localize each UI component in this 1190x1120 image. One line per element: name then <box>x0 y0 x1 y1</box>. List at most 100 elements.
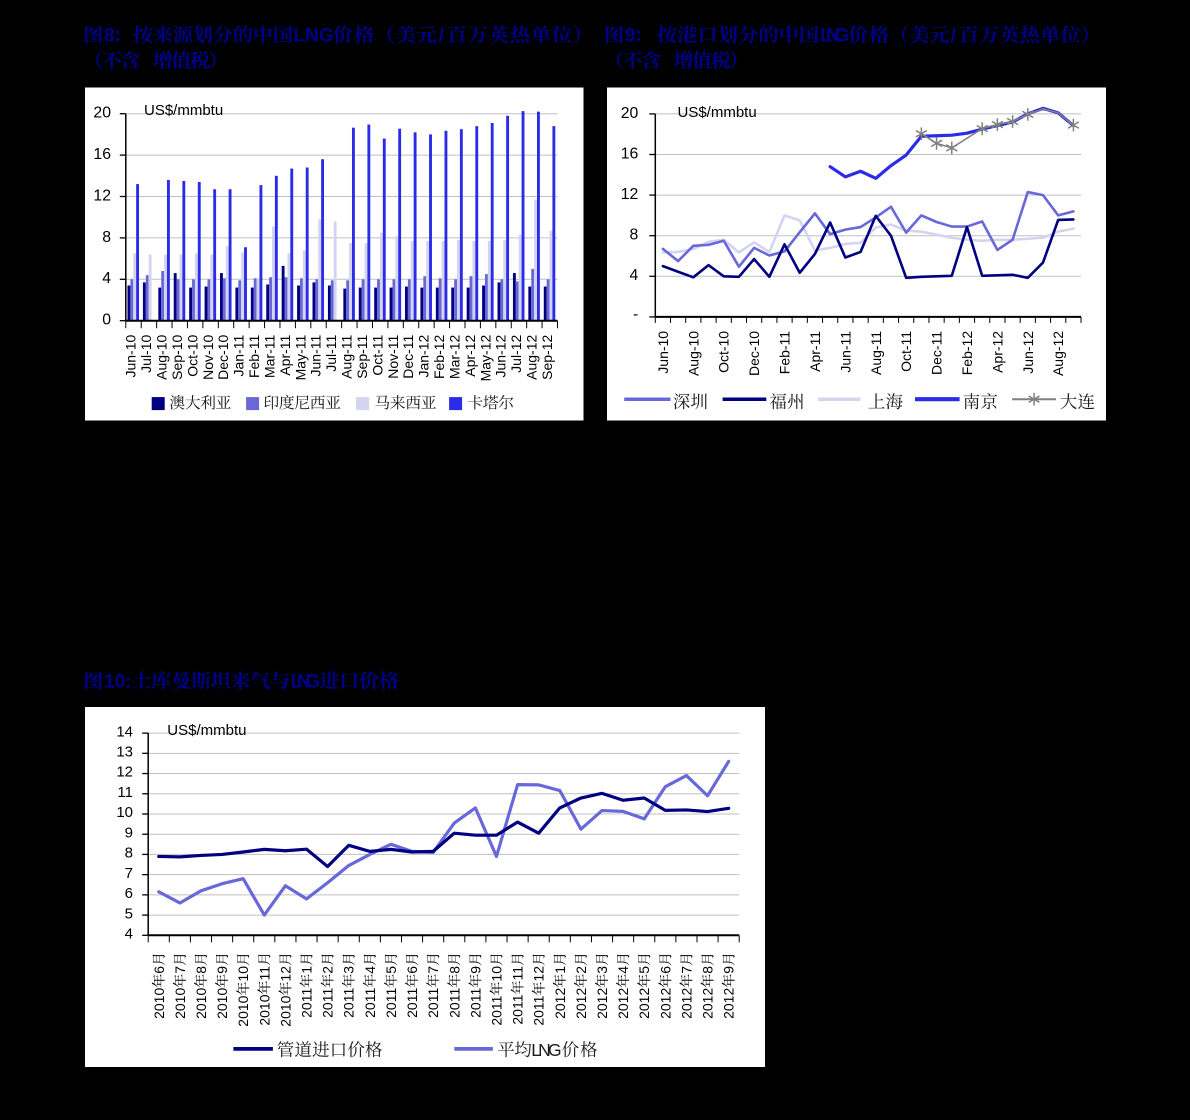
svg-text:Aug-12: Aug-12 <box>524 334 540 379</box>
svg-text:12: 12 <box>621 186 639 203</box>
svg-text:Jan-12: Jan-12 <box>416 334 432 377</box>
svg-text:6: 6 <box>151 966 167 974</box>
svg-text:10: 10 <box>235 966 251 982</box>
svg-text:May-12: May-12 <box>477 334 493 381</box>
svg-text:Nov-10: Nov-10 <box>200 334 216 379</box>
svg-text:9: 9 <box>214 966 230 974</box>
svg-text:Aug-12: Aug-12 <box>1050 331 1066 376</box>
svg-text:20: 20 <box>93 105 111 122</box>
svg-text:1: 1 <box>552 966 568 974</box>
svg-text:Feb-12: Feb-12 <box>431 334 447 379</box>
svg-text:0: 0 <box>102 312 111 329</box>
svg-text:2010: 2010 <box>214 988 230 1019</box>
svg-text:2: 2 <box>573 966 589 974</box>
svg-text:Oct-10: Oct-10 <box>184 334 200 376</box>
svg-text:Dec-10: Dec-10 <box>746 331 762 376</box>
svg-text:2012: 2012 <box>636 988 652 1019</box>
svg-text:6: 6 <box>657 966 673 974</box>
svg-text:2012: 2012 <box>573 988 589 1019</box>
svg-text:7: 7 <box>678 966 694 974</box>
svg-text:2012: 2012 <box>552 988 568 1019</box>
svg-text:2010: 2010 <box>256 994 272 1025</box>
svg-text:2012: 2012 <box>657 988 673 1019</box>
svg-text:US$/mmbtu: US$/mmbtu <box>167 722 246 739</box>
svg-text:2011: 2011 <box>488 995 504 1025</box>
svg-text:Jul-12: Jul-12 <box>508 334 524 372</box>
svg-text:Oct-11: Oct-11 <box>898 331 914 372</box>
svg-text:3: 3 <box>341 966 357 974</box>
svg-text:-: - <box>633 306 638 323</box>
svg-text:8: 8 <box>193 966 209 974</box>
svg-text:8: 8 <box>102 229 111 246</box>
svg-text:14: 14 <box>116 723 133 740</box>
svg-text:2011: 2011 <box>320 988 336 1018</box>
svg-text:6: 6 <box>125 885 133 902</box>
svg-text:Jun-11: Jun-11 <box>308 334 324 376</box>
svg-text:May-11: May-11 <box>292 334 308 380</box>
svg-text:8: 8 <box>700 966 716 974</box>
svg-text:Mar-12: Mar-12 <box>446 335 462 380</box>
svg-text:2011: 2011 <box>446 988 462 1018</box>
svg-text:2011: 2011 <box>341 988 357 1018</box>
svg-text:Oct-10: Oct-10 <box>716 331 732 373</box>
svg-text:2010: 2010 <box>151 988 167 1019</box>
svg-text:2: 2 <box>320 966 336 974</box>
svg-text:/: / <box>951 26 957 47</box>
svg-text:11: 11 <box>117 784 133 801</box>
svg-text:4: 4 <box>102 270 111 287</box>
svg-text:12: 12 <box>531 966 547 982</box>
svg-text:2010: 2010 <box>172 988 188 1019</box>
svg-text:20: 20 <box>621 105 639 122</box>
svg-text:Apr-12: Apr-12 <box>462 334 478 376</box>
svg-text:LNG: LNG <box>820 26 849 47</box>
svg-text:Jan-11: Jan-11 <box>231 334 247 376</box>
svg-text:2011: 2011 <box>362 988 378 1018</box>
svg-text:16: 16 <box>93 146 111 163</box>
svg-text:Apr-11: Apr-11 <box>807 331 823 372</box>
svg-text:16: 16 <box>621 145 639 162</box>
svg-text:13: 13 <box>116 744 133 761</box>
svg-text:10: 10 <box>488 966 504 982</box>
svg-text:1: 1 <box>299 966 315 974</box>
svg-text:2011: 2011 <box>425 988 441 1018</box>
svg-text:US$/mmbtu: US$/mmbtu <box>678 104 757 121</box>
svg-text:Feb-12: Feb-12 <box>959 331 975 376</box>
svg-text:2012: 2012 <box>594 988 610 1019</box>
svg-text:LNG: LNG <box>531 1040 561 1060</box>
svg-text:2011: 2011 <box>510 994 526 1024</box>
svg-text:LNG: LNG <box>294 26 334 47</box>
svg-text:10: 10 <box>116 804 133 821</box>
svg-text:Apr-12: Apr-12 <box>989 331 1005 373</box>
svg-text:/: / <box>439 26 445 47</box>
svg-text:Mar-11: Mar-11 <box>261 334 277 378</box>
svg-text:5: 5 <box>383 966 399 974</box>
svg-text:12: 12 <box>116 764 133 781</box>
svg-text:Nov-11: Nov-11 <box>385 334 401 378</box>
svg-text:2011: 2011 <box>531 995 547 1025</box>
svg-text:Aug-11: Aug-11 <box>339 334 355 378</box>
svg-text:Aug-10: Aug-10 <box>685 331 701 376</box>
svg-text:2011: 2011 <box>467 988 483 1018</box>
svg-text:Jul-11: Jul-11 <box>323 334 339 371</box>
svg-text:8: 8 <box>104 26 115 47</box>
svg-text:2012: 2012 <box>700 988 716 1019</box>
svg-text:12: 12 <box>277 966 293 982</box>
svg-text:Apr-11: Apr-11 <box>277 334 293 375</box>
svg-text:Aug-10: Aug-10 <box>154 334 170 379</box>
svg-text:Aug-11: Aug-11 <box>868 331 884 375</box>
svg-text:Sep-10: Sep-10 <box>169 334 185 379</box>
svg-text:Jul-10: Jul-10 <box>138 334 154 372</box>
svg-text:Sep-12: Sep-12 <box>539 334 555 379</box>
svg-text:8: 8 <box>125 845 133 862</box>
svg-text:8: 8 <box>446 966 462 974</box>
svg-text:Jun-11: Jun-11 <box>837 331 853 373</box>
svg-text:2011: 2011 <box>404 988 420 1018</box>
svg-text:2012: 2012 <box>615 988 631 1019</box>
svg-text:2011: 2011 <box>383 988 399 1018</box>
svg-text:12: 12 <box>93 187 111 204</box>
svg-text:9: 9 <box>467 966 483 974</box>
svg-text:7: 7 <box>425 966 441 974</box>
svg-text:4: 4 <box>125 926 133 943</box>
svg-text:Jun-10: Jun-10 <box>655 331 671 374</box>
svg-text:Dec-11: Dec-11 <box>929 331 945 375</box>
